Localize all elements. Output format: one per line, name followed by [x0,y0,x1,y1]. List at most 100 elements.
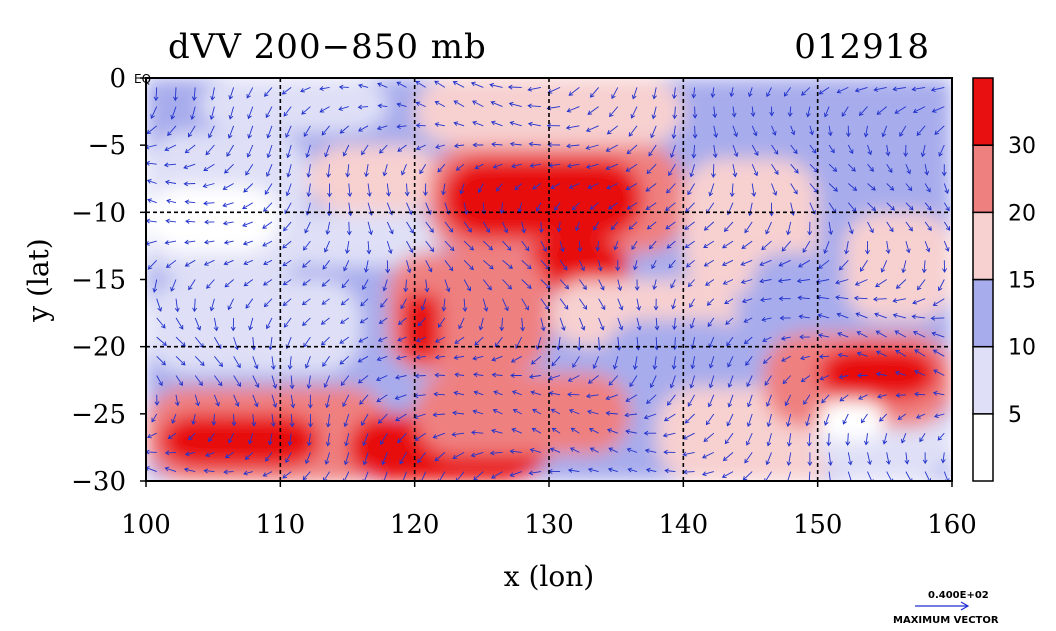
wind-vector [491,372,503,378]
wind-vector [285,452,292,464]
shaded-region [414,373,630,455]
wind-vector [499,317,505,332]
wind-vector [778,259,791,267]
wind-vector [786,413,792,427]
wind-vector [322,356,330,367]
wind-vector [828,183,838,192]
wind-vector [587,409,599,415]
wind-vector [612,356,619,370]
wind-vector [684,413,695,424]
wind-vector [509,120,522,127]
wind-vector [689,298,695,308]
wind-vector [183,467,196,473]
x-axis-label: x (lon) [504,560,594,593]
wind-vector [548,390,561,396]
wind-vector [227,298,235,311]
wind-vector [579,279,587,291]
wind-vector [865,241,870,255]
wind-vector [548,375,561,381]
shaded-region [401,292,442,361]
wind-vector [532,408,542,415]
wind-vector [164,240,177,245]
wind-vector [766,413,772,428]
wind-vector [510,355,522,363]
wind-vector [943,183,950,195]
wind-vector [598,317,605,331]
wind-vector [807,221,813,236]
wind-vector [521,298,529,311]
wind-vector [489,450,503,456]
y-tick-label: −30 [71,467,126,497]
wind-vector [154,394,160,406]
wind-vector [147,259,158,270]
wind-vector [828,144,835,154]
wind-vector [745,356,753,366]
wind-vector [747,87,753,98]
wind-vector [492,163,503,169]
wind-vector [567,468,580,473]
plot-area [146,78,952,481]
wind-vector [209,106,215,121]
wind-vector [340,298,350,306]
wind-vector [669,144,676,159]
wind-vector [643,413,657,420]
wind-vector [359,394,369,405]
wind-vector [192,298,198,313]
wind-vector [301,298,311,306]
wind-vector [538,221,544,234]
wind-vector [432,412,445,418]
colorbar-segment [972,278,994,348]
wind-vector [605,163,618,171]
wind-vector [645,467,657,473]
wind-vector [453,100,465,107]
wind-vector [167,432,177,440]
wind-vector [191,87,197,102]
wind-vector [729,183,735,198]
wind-vector [453,355,465,360]
wind-vector [397,432,407,444]
wind-vector [285,183,292,197]
wind-vector [264,183,273,195]
wind-vector [434,354,445,360]
wind-vector [472,409,484,415]
wind-vector [873,86,887,92]
wind-vector [703,240,715,248]
wind-vector [529,163,541,168]
wind-vector [897,413,907,420]
wind-vector [585,125,599,132]
wind-vector [707,394,715,408]
wind-vector [434,80,446,88]
wind-vector [646,394,657,404]
wind-vector [799,334,810,340]
wind-vector [847,452,853,466]
wind-vector [425,221,434,233]
wind-vector [894,330,907,338]
wind-vector [867,452,872,466]
wind-vector [626,144,638,155]
wind-vector [341,279,350,289]
wind-vector [835,295,849,300]
wind-vector [289,375,295,390]
wind-vector [668,163,676,177]
wind-vector [224,279,234,288]
wind-vector [628,125,638,137]
wind-vector [247,106,254,120]
wind-vector [762,355,772,364]
max-vector-label: MAXIMUM VECTOR [893,615,999,626]
wind-vector [306,183,312,198]
wind-vector [377,413,388,424]
shaded-region [146,185,281,253]
wind-vector [231,413,237,427]
wind-vector [360,298,369,307]
wind-vector [478,317,484,331]
wind-vector [397,336,407,342]
wind-vector [779,315,791,321]
wind-vector [587,106,599,115]
wind-vector [807,471,811,481]
wind-vector [903,144,909,158]
wind-vector [358,125,369,132]
wind-vector [863,433,869,446]
wind-vector [668,260,676,269]
wind-vector [511,163,522,169]
wind-vector [587,467,599,473]
